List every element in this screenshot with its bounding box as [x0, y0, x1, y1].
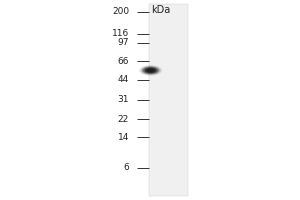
Ellipse shape — [141, 66, 160, 75]
Ellipse shape — [139, 65, 162, 76]
Ellipse shape — [144, 68, 157, 73]
Text: 14: 14 — [118, 133, 129, 142]
Text: 31: 31 — [118, 95, 129, 104]
Text: 97: 97 — [118, 38, 129, 47]
Text: kDa: kDa — [152, 5, 171, 15]
Text: 44: 44 — [118, 75, 129, 84]
Text: 66: 66 — [118, 56, 129, 66]
Ellipse shape — [142, 67, 159, 74]
Text: 116: 116 — [112, 29, 129, 38]
Text: 6: 6 — [123, 163, 129, 172]
Ellipse shape — [146, 68, 155, 72]
Text: 200: 200 — [112, 7, 129, 17]
Bar — [148, 4, 188, 196]
Text: 22: 22 — [118, 114, 129, 123]
